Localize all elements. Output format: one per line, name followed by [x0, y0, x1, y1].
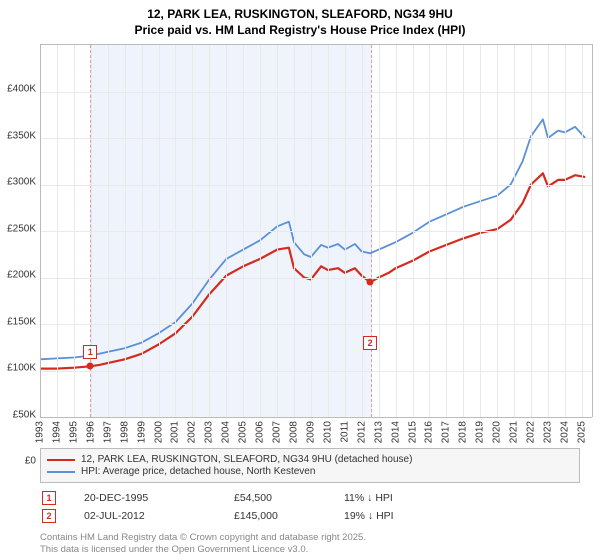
x-tick-label: 2011 [339, 421, 350, 443]
y-tick-label: £50K [0, 409, 36, 420]
x-tick-label: 2016 [424, 421, 435, 443]
x-tick-label: 2020 [492, 421, 503, 443]
x-tick-label: 2014 [390, 421, 401, 443]
x-tick-label: 1995 [68, 421, 79, 443]
attribution-line1: Contains HM Land Registry data © Crown c… [40, 532, 580, 544]
legend-block: 12, PARK LEA, RUSKINGTON, SLEAFORD, NG34… [40, 448, 580, 525]
x-tick-label: 2000 [153, 421, 164, 443]
x-tick-label: 2006 [255, 421, 266, 443]
chart-container: 12, PARK LEA, RUSKINGTON, SLEAFORD, NG34… [0, 0, 600, 560]
sale-row-2: 2 02-JUL-2012 £145,000 19% ↓ HPI [40, 507, 580, 525]
y-tick-label: £250K [0, 223, 36, 234]
sale-marker-2-icon: 2 [42, 509, 56, 523]
sale-delta-1: 11% ↓ HPI [344, 492, 464, 504]
x-tick-label: 2025 [576, 421, 587, 443]
x-tick-label: 1997 [102, 421, 113, 443]
sale-marker-1: 1 [83, 345, 97, 359]
y-tick-label: £300K [0, 177, 36, 188]
x-tick-label: 2007 [272, 421, 283, 443]
x-tick-label: 2010 [322, 421, 333, 443]
sale-point-2 [367, 279, 374, 286]
sale-delta-2: 19% ↓ HPI [344, 510, 464, 522]
legend-box: 12, PARK LEA, RUSKINGTON, SLEAFORD, NG34… [40, 448, 580, 483]
x-tick-label: 2017 [441, 421, 452, 443]
x-tick-label: 2003 [204, 421, 215, 443]
sale-marker-2: 2 [363, 336, 377, 350]
chart-area: £0£50K£100K£150K£200K£250K£300K£350K£400… [40, 44, 593, 417]
sale-date-1: 20-DEC-1995 [84, 492, 234, 504]
x-tick-label: 2008 [288, 421, 299, 443]
legend-row-price-paid: 12, PARK LEA, RUSKINGTON, SLEAFORD, NG34… [47, 454, 573, 465]
x-tick-label: 2013 [373, 421, 384, 443]
x-tick-label: 2018 [458, 421, 469, 443]
title-block: 12, PARK LEA, RUSKINGTON, SLEAFORD, NG34… [0, 0, 600, 38]
x-tick-label: 2022 [526, 421, 537, 443]
x-tick-label: 2004 [221, 421, 232, 443]
sales-table: 1 20-DEC-1995 £54,500 11% ↓ HPI 2 02-JUL… [40, 489, 580, 525]
x-tick-label: 2023 [542, 421, 553, 443]
y-tick-label: £200K [0, 270, 36, 281]
x-tick-label: 2024 [559, 421, 570, 443]
y-tick-label: £0 [0, 456, 36, 467]
sale-point-1 [87, 363, 94, 370]
series-line-price_paid [40, 173, 585, 368]
legend-swatch-price-paid [47, 459, 75, 461]
y-tick-label: £150K [0, 316, 36, 327]
y-tick-label: £100K [0, 363, 36, 374]
title-address: 12, PARK LEA, RUSKINGTON, SLEAFORD, NG34… [0, 6, 600, 22]
x-tick-label: 1996 [85, 421, 96, 443]
x-tick-label: 2019 [475, 421, 486, 443]
x-tick-label: 2012 [356, 421, 367, 443]
legend-swatch-hpi [47, 471, 75, 473]
sale-row-1: 1 20-DEC-1995 £54,500 11% ↓ HPI [40, 489, 580, 507]
x-tick-label: 2005 [238, 421, 249, 443]
x-tick-label: 1994 [51, 421, 62, 443]
x-tick-label: 1993 [35, 421, 46, 443]
x-tick-label: 2021 [509, 421, 520, 443]
x-tick-label: 1999 [136, 421, 147, 443]
attribution-line2: This data is licensed under the Open Gov… [40, 544, 580, 556]
sale-price-2: £145,000 [234, 510, 344, 522]
x-tick-label: 2001 [170, 421, 181, 443]
title-subtitle: Price paid vs. HM Land Registry's House … [0, 22, 600, 38]
x-tick-label: 1998 [119, 421, 130, 443]
legend-label-hpi: HPI: Average price, detached house, Nort… [81, 466, 315, 477]
sale-marker-1-icon: 1 [42, 491, 56, 505]
sale-date-2: 02-JUL-2012 [84, 510, 234, 522]
legend-row-hpi: HPI: Average price, detached house, Nort… [47, 466, 573, 477]
y-tick-label: £400K [0, 84, 36, 95]
x-tick-label: 2002 [187, 421, 198, 443]
legend-label-price-paid: 12, PARK LEA, RUSKINGTON, SLEAFORD, NG34… [81, 454, 412, 465]
x-tick-label: 2009 [305, 421, 316, 443]
x-tick-label: 2015 [407, 421, 418, 443]
attribution: Contains HM Land Registry data © Crown c… [40, 532, 580, 556]
sale-price-1: £54,500 [234, 492, 344, 504]
y-tick-label: £350K [0, 130, 36, 141]
